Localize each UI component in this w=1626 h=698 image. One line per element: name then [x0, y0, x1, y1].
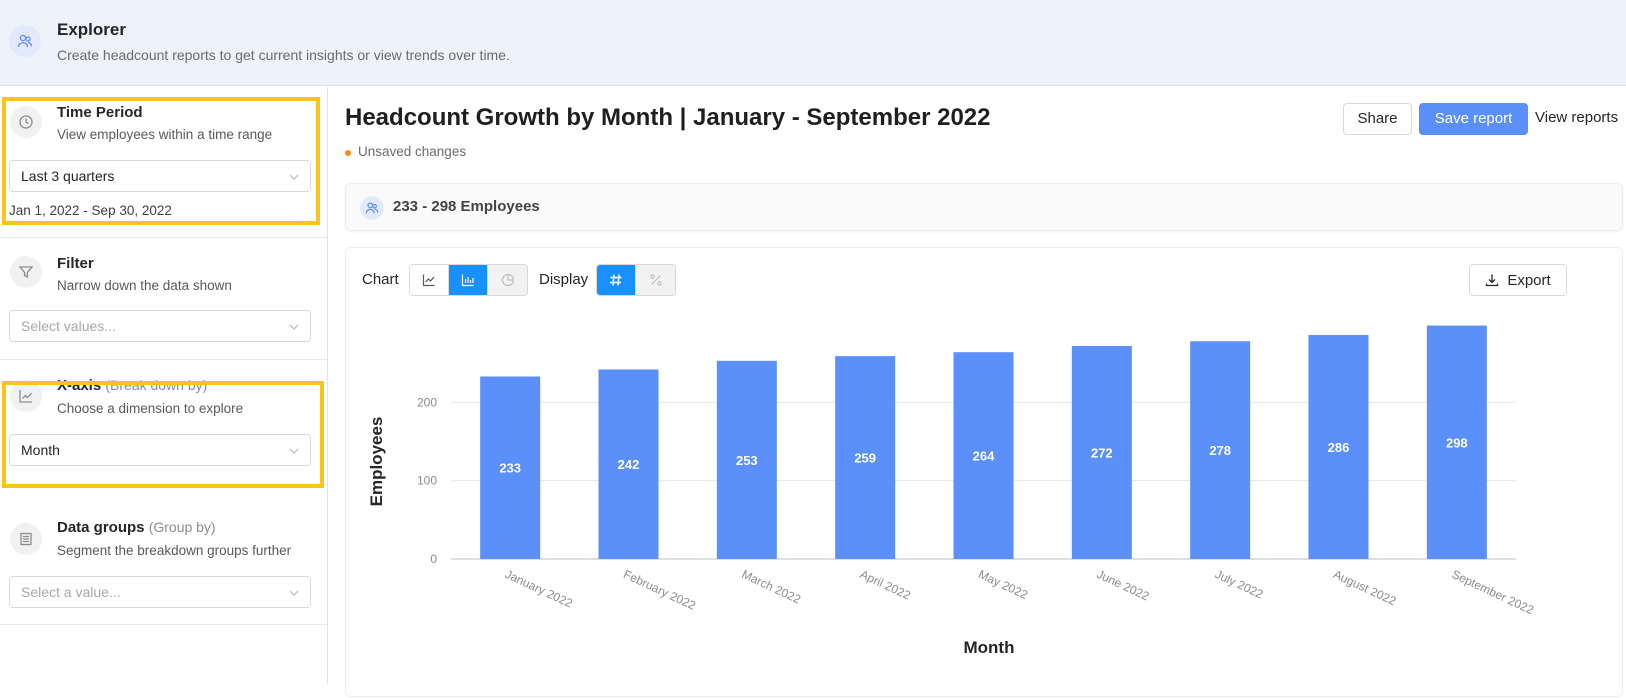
view-reports-link[interactable]: View reports [1535, 109, 1619, 126]
bar [1308, 334, 1369, 559]
data-groups-subtitle: Segment the breakdown groups further [57, 543, 292, 558]
filter-placeholder: Select values... [21, 318, 116, 334]
display-toggle [596, 264, 676, 296]
x-tick-label: January 2022 [503, 567, 575, 611]
people-icon [9, 25, 41, 57]
export-label: Export [1507, 271, 1551, 289]
unsaved-indicator-dot [345, 150, 351, 156]
chart-card: Chart Display Export 0 100 200 233 Ja [345, 247, 1623, 697]
x-axis-title: Month [964, 638, 1015, 657]
filter-section: Filter Narrow down the data shown Select… [0, 238, 327, 360]
chevron-down-icon [289, 324, 299, 330]
x-tick-label: July 2022 [1213, 567, 1266, 602]
display-count-toggle[interactable] [597, 265, 636, 295]
report-title: Headcount Growth by Month | January - Se… [345, 104, 991, 131]
summary-card: 233 - 298 Employees [345, 183, 1623, 231]
data-groups-placeholder: Select a value... [21, 584, 121, 600]
x-tick-label: June 2022 [1095, 567, 1152, 604]
filter-title: Filter [57, 255, 94, 272]
employee-range-summary: 233 - 298 Employees [393, 198, 540, 215]
data-groups-title-hint: (Group by) [148, 519, 216, 535]
bar [835, 356, 896, 559]
sidebar: Time Period View employees within a time… [0, 87, 328, 684]
unsaved-changes-text: Unsaved changes [358, 144, 467, 159]
bar-data-label: 259 [854, 451, 876, 466]
data-groups-title: Data groups (Group by) [57, 519, 216, 536]
bar-data-label: 272 [1091, 445, 1113, 460]
clock-icon [10, 106, 42, 138]
x-axis-title-hint: (Break down by) [105, 377, 208, 393]
bar [1190, 341, 1251, 559]
x-tick-label: February 2022 [621, 567, 698, 613]
x-tick-label: September 2022 [1450, 567, 1537, 617]
percent-icon [649, 274, 662, 286]
y-axis-title: Employees [367, 417, 386, 507]
export-button[interactable]: Export [1469, 264, 1567, 296]
chevron-down-icon [289, 590, 299, 596]
time-period-select[interactable]: Last 3 quarters [9, 160, 311, 192]
time-period-title: Time Period [57, 104, 143, 121]
download-icon [1486, 274, 1499, 287]
data-groups-title-text: Data groups [57, 519, 145, 536]
bar [953, 352, 1014, 559]
bar [480, 376, 541, 559]
line-chart-icon [422, 274, 435, 287]
chevron-down-icon [289, 448, 299, 454]
display-label: Display [539, 271, 589, 288]
page-subtitle: Create headcount reports to get current … [57, 47, 510, 63]
display-percent-toggle[interactable] [636, 265, 675, 295]
bar-data-label: 242 [618, 457, 640, 472]
pie-chart-toggle[interactable] [488, 265, 527, 295]
bar [1426, 325, 1487, 559]
funnel-icon [10, 256, 42, 288]
report-main: Headcount Growth by Month | January - Se… [329, 87, 1626, 697]
x-axis-section: X-axis (Break down by) Choose a dimensio… [0, 360, 327, 485]
bar-data-label: 264 [973, 449, 995, 464]
x-tick-label: March 2022 [740, 567, 804, 607]
bar-data-label: 233 [499, 461, 521, 476]
time-period-date-range: Jan 1, 2022 - Sep 30, 2022 [9, 203, 172, 218]
bar-data-label: 278 [1209, 443, 1231, 458]
bar-data-label: 286 [1328, 440, 1350, 455]
x-tick-label: April 2022 [858, 567, 913, 603]
y-tick-label: 0 [430, 552, 437, 566]
x-tick-label: May 2022 [976, 567, 1030, 602]
filter-select[interactable]: Select values... [9, 310, 311, 342]
data-groups-section: Data groups (Group by) Segment the break… [0, 499, 327, 625]
share-button[interactable]: Share [1343, 103, 1412, 135]
bar [598, 369, 659, 559]
x-axis-select[interactable]: Month [9, 434, 311, 466]
filter-subtitle: Narrow down the data shown [57, 278, 232, 293]
bar-chart-toggle[interactable] [449, 265, 488, 295]
headcount-bar-chart: 0 100 200 233 January 2022 242 February 2022 25… [367, 325, 1537, 657]
pie-chart-icon [501, 273, 514, 287]
x-axis-title-text: X-axis [57, 377, 102, 394]
y-tick-label: 100 [417, 474, 437, 488]
chart-type-toggle [409, 264, 528, 296]
data-groups-select[interactable]: Select a value... [9, 576, 311, 608]
bar [1071, 345, 1132, 559]
hash-icon [610, 274, 622, 286]
bar-data-label: 298 [1446, 435, 1468, 450]
y-tick-label: 200 [417, 395, 437, 409]
line-chart-toggle[interactable] [410, 265, 449, 295]
x-tick-label: August 2022 [1331, 567, 1398, 608]
people-icon [360, 196, 384, 220]
bar-chart-icon [461, 274, 474, 287]
x-axis-title: X-axis (Break down by) [57, 377, 207, 394]
time-period-subtitle: View employees within a time range [57, 127, 273, 142]
x-axis-subtitle: Choose a dimension to explore [57, 401, 244, 416]
line-chart-icon [10, 380, 42, 412]
bar-data-label: 253 [736, 453, 758, 468]
x-axis-value: Month [21, 442, 60, 458]
chevron-down-icon [289, 174, 299, 180]
app-header: Explorer Create headcount reports to get… [0, 0, 1626, 86]
bar [716, 360, 777, 559]
page-title: Explorer [57, 20, 126, 39]
time-period-value: Last 3 quarters [21, 168, 115, 184]
chart-type-label: Chart [362, 271, 399, 288]
list-icon [10, 523, 42, 555]
time-period-section: Time Period View employees within a time… [0, 87, 327, 238]
save-report-button[interactable]: Save report [1419, 103, 1528, 135]
